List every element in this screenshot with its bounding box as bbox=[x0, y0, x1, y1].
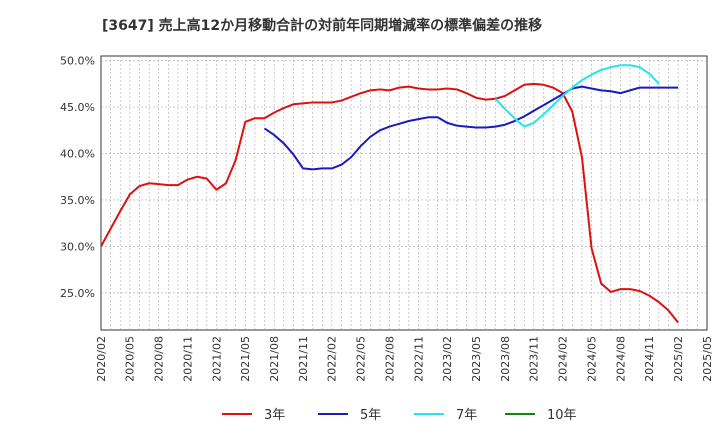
x-tick-label: 2022/11 bbox=[412, 336, 425, 382]
legend-label: 7年 bbox=[456, 408, 477, 423]
series-line-5年 bbox=[263, 85, 679, 171]
y-tick-label: 25.0% bbox=[60, 287, 95, 300]
x-tick-label: 2021/11 bbox=[297, 336, 310, 382]
x-tick-label: 2024/08 bbox=[614, 336, 627, 382]
x-tick-label: 2020/11 bbox=[181, 336, 194, 382]
x-tick-label: 2020/05 bbox=[124, 336, 137, 382]
series-lines bbox=[100, 64, 679, 324]
x-tick-label: 2024/11 bbox=[643, 336, 656, 382]
y-axis-ticks: 25.0% 30.0% 35.0% 40.0% 45.0% 50.0% bbox=[60, 55, 95, 300]
x-axis-ticks: 2020/02 2020/05 2020/08 2020/11 2021/02 2021/… bbox=[95, 336, 714, 382]
x-tick-label: 2021/08 bbox=[268, 336, 281, 382]
grid-lines bbox=[101, 56, 707, 330]
legend-item: 7年 bbox=[414, 408, 477, 423]
chart-title: [3647] 売上高12か月移動合計の対前年同期増減率の標準偏差の推移 bbox=[102, 17, 542, 34]
legend-item: 10年 bbox=[505, 408, 577, 423]
y-tick-label: 35.0% bbox=[60, 194, 95, 207]
x-tick-label: 2023/08 bbox=[499, 336, 512, 382]
x-tick-label: 2024/05 bbox=[585, 336, 598, 382]
x-tick-label: 2023/11 bbox=[528, 336, 541, 382]
y-tick-label: 50.0% bbox=[60, 55, 95, 68]
legend-label: 3年 bbox=[264, 408, 285, 423]
x-tick-label: 2021/05 bbox=[239, 336, 252, 382]
x-tick-label: 2024/02 bbox=[557, 336, 570, 382]
legend-label: 5年 bbox=[360, 408, 381, 423]
x-tick-label: 2021/02 bbox=[210, 336, 223, 382]
x-tick-label: 2020/02 bbox=[95, 336, 108, 382]
x-tick-label: 2023/05 bbox=[470, 336, 483, 382]
x-tick-label: 2023/02 bbox=[441, 336, 454, 382]
y-tick-label: 45.0% bbox=[60, 101, 95, 114]
x-tick-label: 2025/02 bbox=[672, 336, 685, 382]
legend-item: 5年 bbox=[318, 408, 381, 423]
series-line-3年 bbox=[100, 82, 679, 324]
x-tick-label: 2025/05 bbox=[701, 336, 714, 382]
legend-label: 10年 bbox=[547, 408, 577, 423]
legend-item: 3年 bbox=[222, 408, 285, 423]
x-tick-label: 2022/08 bbox=[383, 336, 396, 382]
x-tick-label: 2022/05 bbox=[355, 336, 368, 382]
y-tick-label: 30.0% bbox=[60, 240, 95, 253]
legend: 3年 5年 7年 10年 bbox=[222, 408, 577, 423]
x-tick-label: 2022/02 bbox=[326, 336, 339, 382]
series-line-7年 bbox=[494, 64, 660, 128]
y-tick-label: 40.0% bbox=[60, 148, 95, 161]
x-tick-label: 2020/08 bbox=[153, 336, 166, 382]
plot-area bbox=[100, 55, 708, 331]
